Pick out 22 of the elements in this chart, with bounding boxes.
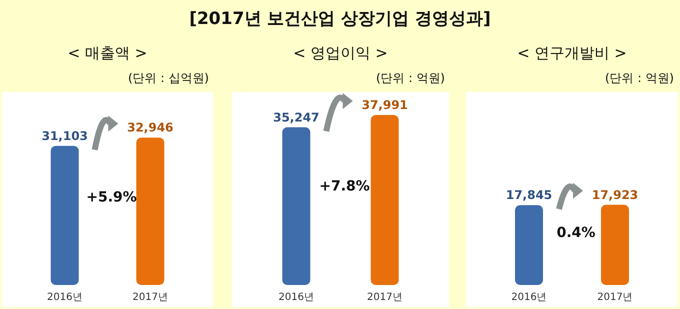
- text: [2017년 보건산업 상장기업 경영성과]: [189, 9, 491, 29]
- x-tick-label: 2016년: [511, 292, 547, 303]
- data-label: 35,247: [273, 110, 320, 124]
- chart-title: < 연구개발비 >: [517, 44, 627, 62]
- x-tick-label: 2016년: [47, 292, 82, 303]
- annotation: +7.8%: [319, 178, 370, 194]
- annotation: 0.4%: [556, 225, 596, 242]
- chart-subtitle: (단위 : 십억원): [128, 71, 209, 85]
- annotation: +5.9%: [86, 189, 137, 206]
- chart-subtitle: (단위 : 억원): [376, 71, 445, 85]
- chart-title: < 영업이익 >: [293, 44, 388, 62]
- x-tick-label: 2017년: [132, 292, 168, 303]
- chart-subtitle: (단위 : 억원): [604, 71, 674, 85]
- data-label: 32,946: [127, 120, 174, 135]
- chart-title: < 매출액 >: [68, 44, 148, 62]
- data-label: 17,845: [506, 188, 552, 202]
- x-tick-label: 2017년: [597, 292, 633, 303]
- data-label: 31,103: [42, 128, 88, 143]
- data-label: 17,923: [592, 188, 638, 202]
- data-label: 37,991: [362, 98, 408, 112]
- x-tick-label: 2017년: [367, 292, 402, 303]
- x-tick-label: 2016년: [278, 292, 314, 303]
